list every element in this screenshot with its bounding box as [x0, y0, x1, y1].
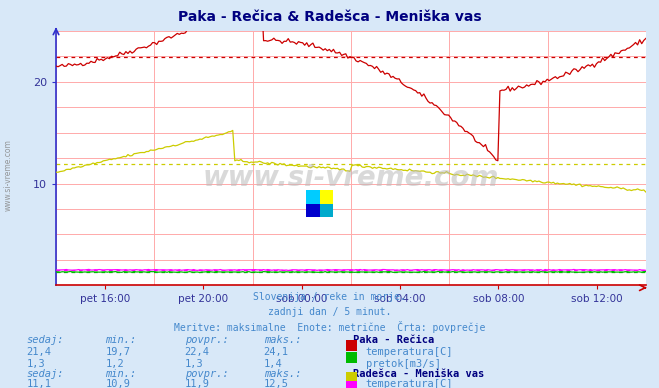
Bar: [306, 190, 320, 204]
Text: 21,4: 21,4: [26, 347, 51, 357]
Text: www.si-vreme.com: www.si-vreme.com: [3, 139, 13, 211]
Text: Radešca - Meniška vas: Radešca - Meniška vas: [353, 369, 484, 379]
Text: maks.:: maks.:: [264, 369, 301, 379]
Text: Paka - Rečica: Paka - Rečica: [353, 335, 434, 345]
Text: 1,3: 1,3: [26, 359, 45, 369]
Text: Meritve: maksimalne  Enote: metrične  Črta: povprečje: Meritve: maksimalne Enote: metrične Črta…: [174, 321, 485, 333]
Text: 11,9: 11,9: [185, 379, 210, 388]
Text: temperatura[C]: temperatura[C]: [366, 379, 453, 388]
Text: sedaj:: sedaj:: [26, 335, 64, 345]
Text: min.:: min.:: [105, 335, 136, 345]
Text: povpr.:: povpr.:: [185, 369, 228, 379]
Bar: [320, 190, 333, 204]
Text: 1,3: 1,3: [185, 359, 203, 369]
Text: pretok[m3/s]: pretok[m3/s]: [366, 359, 441, 369]
Text: min.:: min.:: [105, 369, 136, 379]
Text: 10,9: 10,9: [105, 379, 130, 388]
Text: 24,1: 24,1: [264, 347, 289, 357]
Text: 19,7: 19,7: [105, 347, 130, 357]
Text: 1,4: 1,4: [264, 359, 282, 369]
Bar: [320, 204, 333, 217]
Text: maks.:: maks.:: [264, 335, 301, 345]
Text: 11,1: 11,1: [26, 379, 51, 388]
Text: 22,4: 22,4: [185, 347, 210, 357]
Text: povpr.:: povpr.:: [185, 335, 228, 345]
Text: Slovenija / reke in morje.: Slovenija / reke in morje.: [253, 292, 406, 302]
Text: temperatura[C]: temperatura[C]: [366, 347, 453, 357]
Text: 1,2: 1,2: [105, 359, 124, 369]
Text: 12,5: 12,5: [264, 379, 289, 388]
Text: www.si-vreme.com: www.si-vreme.com: [203, 165, 499, 192]
Text: zadnji dan / 5 minut.: zadnji dan / 5 minut.: [268, 307, 391, 317]
Text: Paka - Rečica & Radešca - Meniška vas: Paka - Rečica & Radešca - Meniška vas: [178, 10, 481, 24]
Text: sedaj:: sedaj:: [26, 369, 64, 379]
Bar: [306, 204, 320, 217]
